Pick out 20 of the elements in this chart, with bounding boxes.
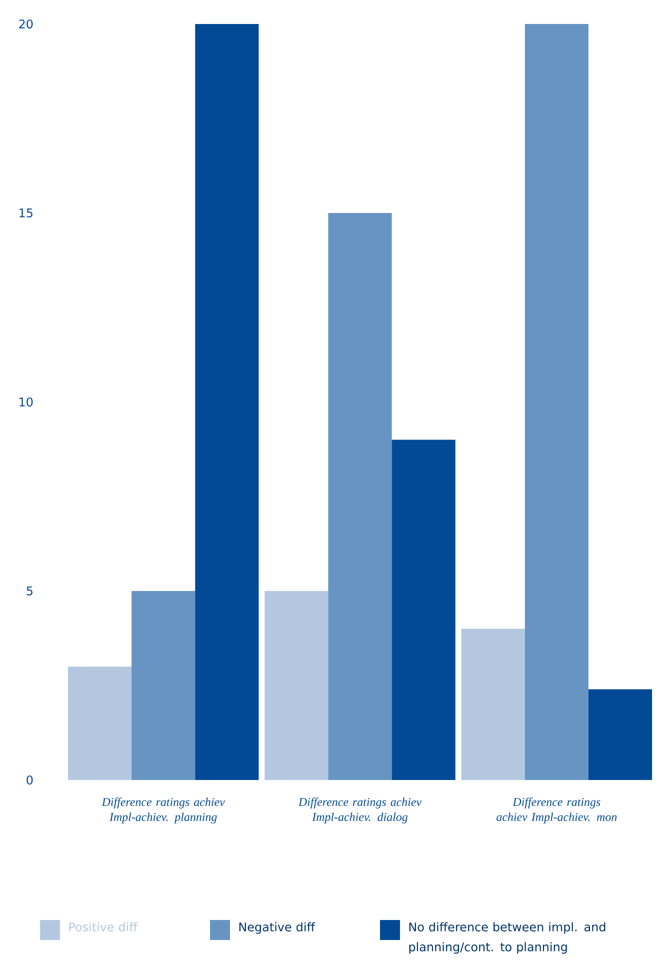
y-tick-label: 0	[26, 775, 33, 785]
x-tick-label: Difference ratings achiev Impl-achiev. dialog	[298, 798, 422, 824]
y-tick-label: 15	[20, 208, 32, 218]
bar	[524, 24, 588, 780]
bar	[68, 666, 132, 780]
x-tick-label: Difference ratings achiev Impl-achiev. planning	[102, 798, 225, 824]
y-tick-label: 20	[19, 19, 33, 29]
bar	[132, 590, 196, 780]
legend-label: Negative diff	[239, 922, 316, 934]
bar	[461, 628, 525, 780]
bar	[392, 440, 456, 780]
bar	[328, 212, 392, 780]
bar	[588, 689, 652, 780]
bar	[195, 24, 259, 780]
y-tick-label: 5	[26, 586, 32, 596]
x-tick-label: Difference ratings achiev Impl-achiev. mon	[496, 798, 617, 824]
legend-label: Positive diff	[69, 922, 138, 932]
legend-label: No difference between impl. and planning/cont. to planning	[409, 922, 606, 954]
bar	[264, 590, 328, 780]
y-tick-label: 10	[20, 397, 33, 407]
